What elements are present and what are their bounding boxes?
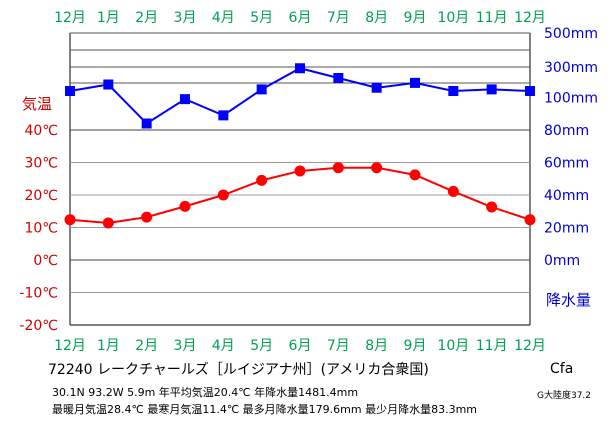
precipitation-point: [410, 78, 420, 88]
precipitation-point: [372, 83, 382, 93]
rain-tick-label: 500mm: [544, 26, 598, 42]
precipitation-point: [65, 86, 75, 96]
temp-tick-label: 0℃: [33, 253, 58, 269]
rain-tick-label: 80mm: [544, 123, 589, 139]
climate-class: Cfa: [550, 361, 573, 377]
station-title: 72240 レークチャールズ［ルイジアナ州］(アメリカ合衆国): [48, 359, 429, 379]
month-label-top: 5月: [250, 10, 273, 26]
month-label-bottom: 12月: [54, 338, 86, 354]
temperature-point: [180, 201, 191, 212]
month-label-top: 8月: [365, 10, 388, 26]
month-label-top: 9月: [404, 10, 427, 26]
month-label-top: 12月: [54, 10, 86, 26]
month-label-bottom: 2月: [135, 338, 158, 354]
temperature-axis: 40℃ 30℃ 20℃ 10℃ 0℃ -10℃ -20℃: [19, 123, 58, 334]
temperature-point: [295, 165, 306, 176]
temp-tick-label: 30℃: [24, 156, 58, 172]
temp-tick-label: -10℃: [19, 286, 58, 302]
precipitation-point: [487, 84, 497, 94]
month-label-bottom: 10月: [437, 338, 469, 354]
month-label-top: 4月: [212, 10, 235, 26]
month-label-top: 11月: [476, 10, 508, 26]
precipitation-point: [525, 86, 535, 96]
month-label-bottom: 5月: [250, 338, 273, 354]
temperature-point: [448, 186, 459, 197]
month-label-bottom: 4月: [212, 338, 235, 354]
temperature-point: [371, 162, 382, 173]
month-label-bottom: 1月: [97, 338, 120, 354]
temperature-point: [256, 175, 267, 186]
temperature-point: [65, 214, 76, 225]
month-label-top: 6月: [289, 10, 312, 26]
temperature-axis-title: 気温: [22, 95, 52, 113]
month-label-bottom: 7月: [327, 338, 350, 354]
series-layer: [65, 63, 536, 228]
precipitation-axis: 100mm 80mm 60mm 40mm 20mm 0mm 500mm 300mm: [544, 26, 598, 269]
precipitation-point: [448, 86, 458, 96]
month-labels-top: 12月 1月 2月 3月 4月 5月 6月 7月 8月 9月 10月 11月 12月: [54, 10, 546, 26]
month-label-top: 7月: [327, 10, 350, 26]
rain-tick-label: 40mm: [544, 188, 589, 204]
precipitation-point: [180, 94, 190, 104]
temperature-point: [486, 202, 497, 213]
month-label-bottom: 6月: [289, 338, 312, 354]
temperature-point: [333, 162, 344, 173]
precipitation-point: [257, 84, 267, 94]
station-extremes: 最暖月気温28.4℃ 最寒月気温11.4℃ 最多月降水量179.6mm 最少月降…: [52, 401, 477, 417]
precipitation-point: [103, 80, 113, 90]
month-label-bottom: 3月: [174, 338, 197, 354]
precipitation-point: [333, 73, 343, 83]
month-label-bottom: 8月: [365, 338, 388, 354]
month-label-top: 12月: [514, 10, 546, 26]
temperature-point: [525, 214, 536, 225]
month-label-top: 10月: [437, 10, 469, 26]
month-label-top: 1月: [97, 10, 120, 26]
temperature-point: [103, 217, 114, 228]
temperature-point: [141, 212, 152, 223]
rain-tick-label: 0mm: [544, 253, 580, 269]
precipitation-point: [142, 119, 152, 129]
temp-tick-label: 20℃: [24, 188, 58, 204]
rain-tick-label: 20mm: [544, 221, 589, 237]
rain-tick-label: 60mm: [544, 156, 589, 172]
temperature-point: [218, 190, 229, 201]
station-summary: 30.1N 93.2W 5.9m 年平均気温20.4℃ 年降水量1481.4mm: [52, 384, 358, 400]
precipitation-point: [218, 110, 228, 120]
precipitation-line: [70, 68, 530, 123]
temp-tick-label: -20℃: [19, 318, 58, 334]
month-label-bottom: 11月: [476, 338, 508, 354]
continentality-index: G大陸度37.2: [537, 388, 591, 401]
month-label-bottom: 9月: [404, 338, 427, 354]
temp-tick-label: 10℃: [24, 221, 58, 237]
precipitation-axis-title: 降水量: [546, 291, 591, 309]
rain-tick-label: 100mm: [544, 91, 598, 107]
month-label-top: 3月: [174, 10, 197, 26]
temperature-point: [410, 169, 421, 180]
rain-tick-label: 300mm: [544, 60, 598, 76]
month-label-top: 2月: [135, 10, 158, 26]
chart-grid: [70, 33, 530, 325]
month-labels-bottom: 12月 1月 2月 3月 4月 5月 6月 7月 8月 9月 10月 11月 12月: [54, 338, 546, 354]
temp-tick-label: 40℃: [24, 123, 58, 139]
precipitation-point: [295, 63, 305, 73]
month-label-bottom: 12月: [514, 338, 546, 354]
